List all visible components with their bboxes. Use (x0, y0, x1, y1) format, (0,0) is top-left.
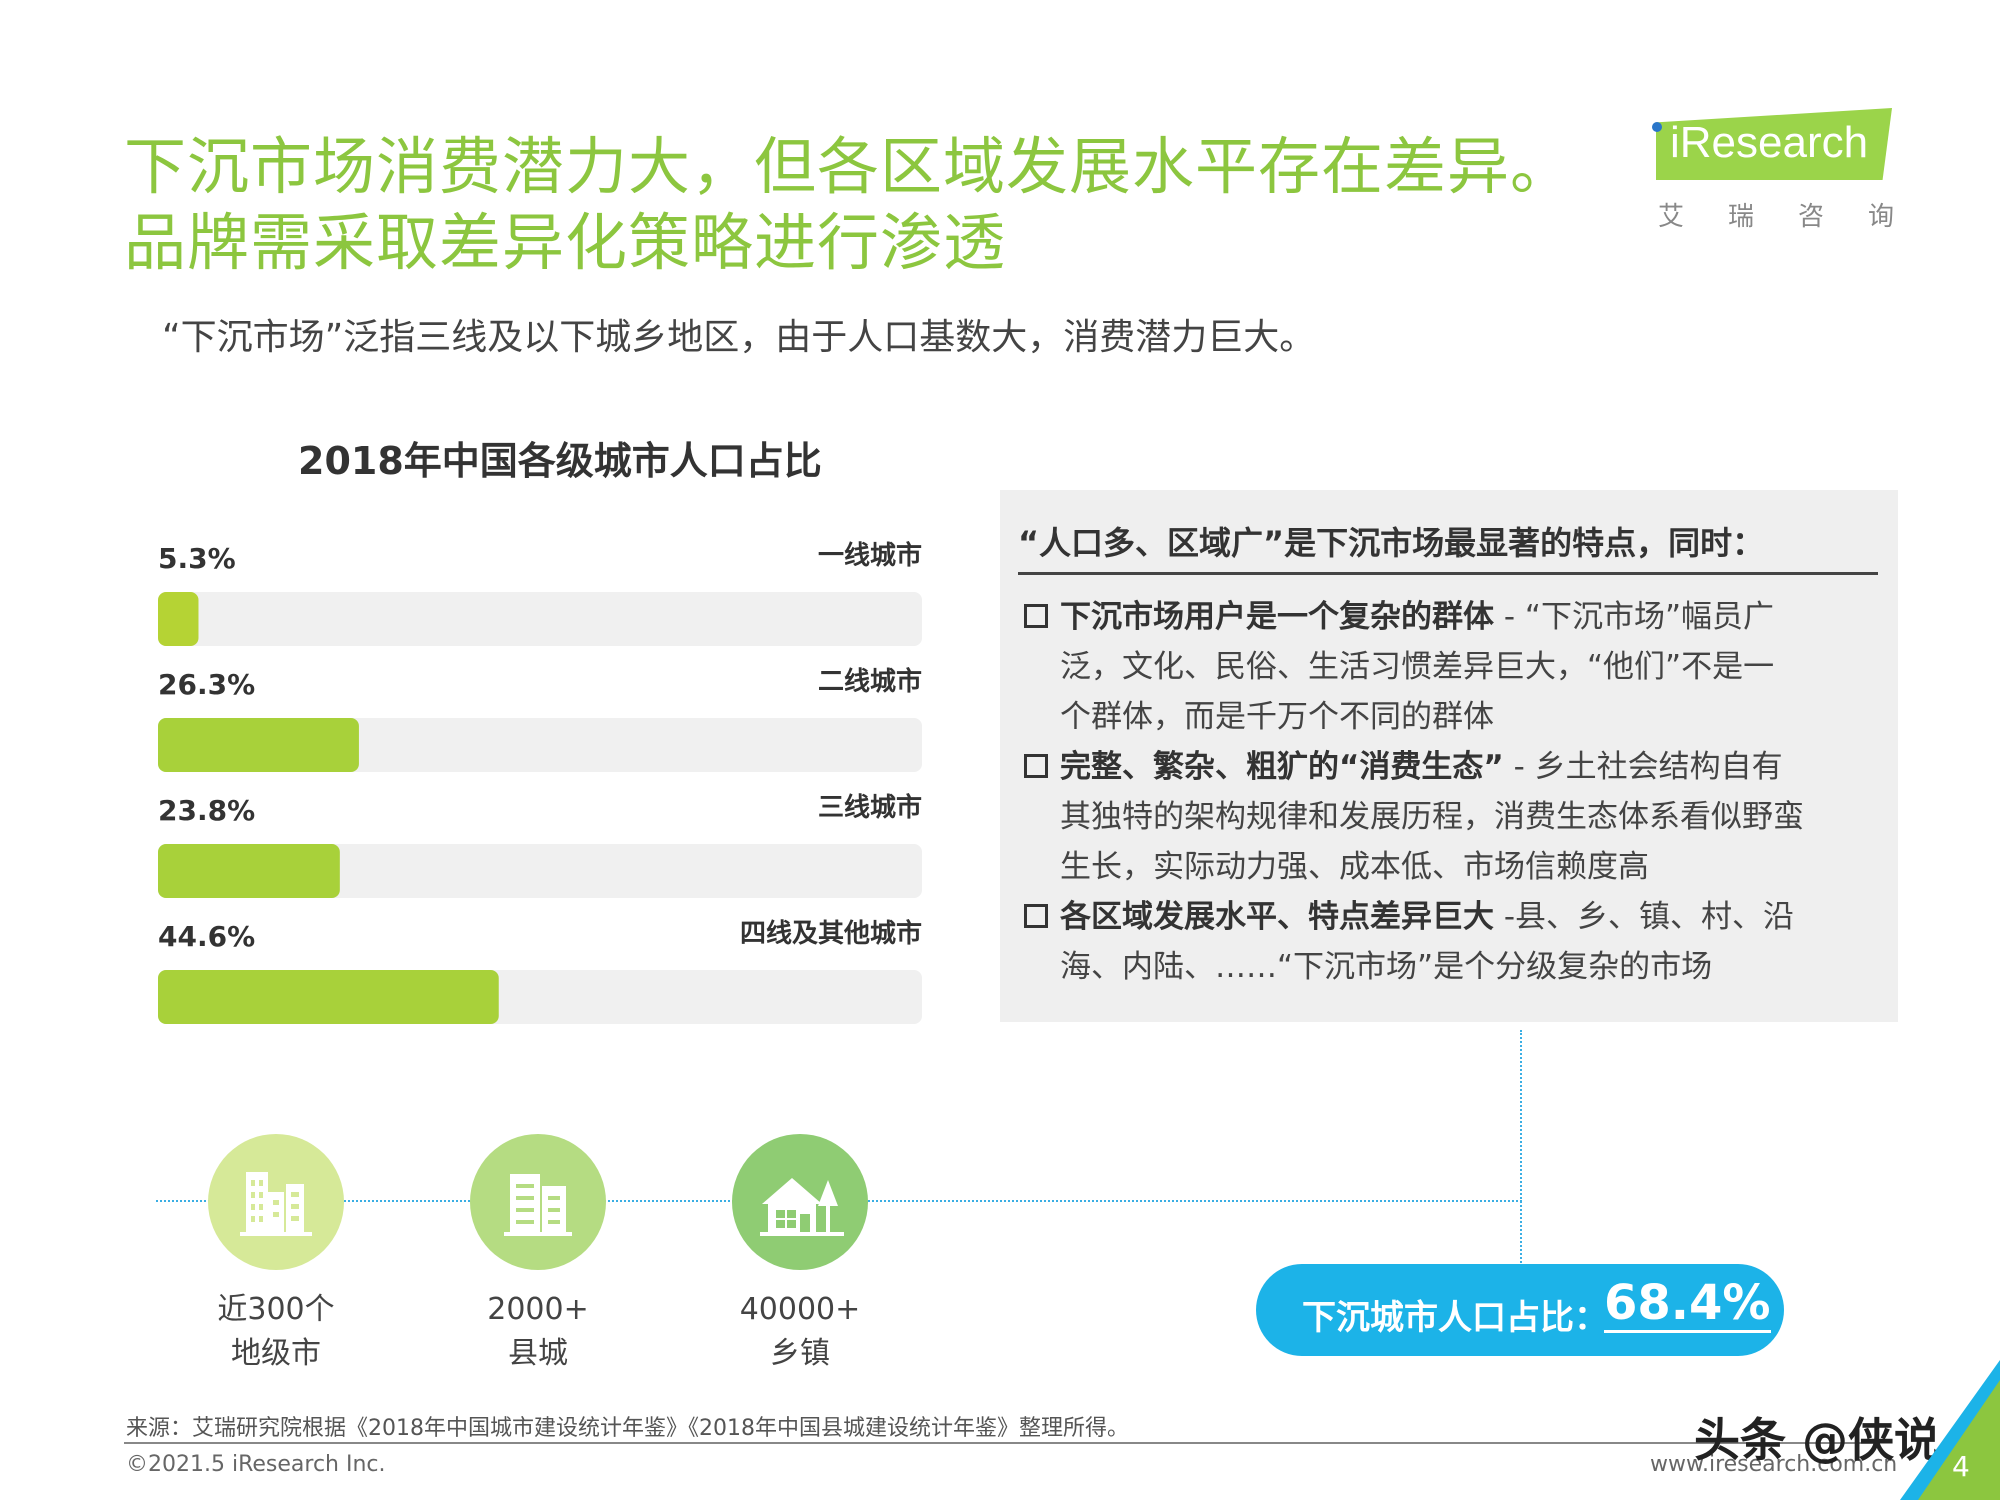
stat-caption-3: 40000+ 乡镇 (700, 1288, 900, 1376)
stat-2-label: 县城 (508, 1336, 568, 1371)
population-bar-chart: 5.3% 一线城市 26.3% 二线城市 23.8% 三线城市 44.6% 四线及其他城市 (158, 540, 922, 1024)
feature-item-3-bold: 各区域发展水平、特点差异巨大 (1060, 899, 1494, 935)
panel-divider (1018, 572, 1878, 575)
bar (158, 592, 199, 646)
feature-item-1-bold: 下沉市场用户是一个复杂的群体 (1060, 599, 1494, 635)
bar-category-label: 四线及其他城市 (740, 918, 922, 949)
bar (158, 718, 359, 772)
highlight-label: 下沉城市人口占比： (1302, 1298, 1608, 1338)
logo-chinese-text: 艾瑞咨询 (1658, 202, 1939, 232)
iresearch-logo: iResearch 艾瑞咨询 (1652, 108, 1900, 232)
bar-category-label: 二线城市 (818, 666, 922, 697)
watermark: 头条 @侠说 (1694, 1413, 1941, 1467)
source-note: 来源：艾瑞研究院根据《2018年中国城市建设统计年鉴》《2018年中国县城建设统… (126, 1416, 1129, 1441)
feature-item-2-text3: 生长，实际动力强、成本低、市场信赖度高 (1060, 849, 1649, 885)
feature-item-1-text1: - “下沉市场”幅员广 (1494, 599, 1775, 635)
copyright: ©2021.5 iResearch Inc. (126, 1452, 386, 1477)
feature-item-1-text2: 泛，文化、民俗、生活习惯差异巨大，“他们”不是一 (1060, 649, 1775, 685)
website-link[interactable]: www.iresearch.com.cn (1650, 1452, 1898, 1477)
logo-banner (1656, 108, 1892, 180)
stat-3-value: 40000+ (739, 1292, 861, 1327)
stat-caption-2: 2000+ 县城 (438, 1288, 638, 1376)
stat-1-label: 地级市 (231, 1336, 321, 1371)
bar-value-label: 26.3% (158, 668, 255, 701)
stat-2-value: 2000+ (487, 1292, 589, 1327)
bar-track (158, 592, 922, 646)
stat-3-label: 乡镇 (770, 1336, 830, 1371)
feature-item-2: 完整、繁杂、粗犷的“消费生态” - 乡土社会结构自有 其独特的架构规律和发展历程… (1024, 742, 1874, 892)
corner-decoration (1900, 1360, 2000, 1500)
stat-1-value: 近300个 (217, 1292, 335, 1327)
bar-track (158, 844, 922, 898)
feature-item-3-text2: 海、内陆、……“下沉市场”是个分级复杂的市场 (1060, 949, 1713, 985)
feature-item-3: 各区域发展水平、特点差异巨大 -县、乡、镇、村、沿 海、内陆、……“下沉市场”是… (1024, 892, 1874, 992)
panel-heading: “人口多、区域广”是下沉市场最显著的特点，同时： (1018, 524, 1765, 562)
square-bullet-icon (1024, 753, 1048, 778)
square-bullet-icon (1024, 603, 1048, 628)
bar (158, 844, 340, 898)
stat-caption-1: 近300个 地级市 (176, 1288, 376, 1376)
feature-item-1: 下沉市场用户是一个复杂的群体 - “下沉市场”幅员广 泛，文化、民俗、生活习惯差… (1024, 592, 1874, 742)
chart-title: 2018年中国各级城市人口占比 (298, 439, 822, 483)
bar-value-label: 44.6% (158, 920, 255, 953)
highlight-value: 68.4% (1604, 1275, 1771, 1333)
feature-item-1-text3: 个群体，而是千万个不同的群体 (1060, 699, 1494, 735)
office-building-icon (470, 1134, 606, 1270)
logo-dot-icon (1652, 122, 1662, 132)
feature-item-3-text1: -县、乡、镇、村、沿 (1494, 899, 1795, 935)
page-title-line2: 品牌需采取差异化策略进行渗透 (124, 206, 1007, 279)
logo-text: iResearch (1670, 118, 1869, 167)
footer-divider (124, 1442, 1878, 1444)
bar-category-label: 一线城市 (818, 540, 922, 571)
bar-category-label: 三线城市 (818, 792, 922, 823)
page-subtitle: “下沉市场”泛指三线及以下城乡地区，由于人口基数大，消费潜力巨大。 (162, 317, 1316, 358)
bar-value-label: 5.3% (158, 542, 236, 575)
house-tree-icon (732, 1134, 868, 1270)
feature-item-2-text2: 其独特的架构规律和发展历程，消费生态体系看似野蛮 (1060, 799, 1804, 835)
bar (158, 970, 499, 1024)
city-buildings-icon (208, 1134, 344, 1270)
page-title-line1: 下沉市场消费潜力大，但各区域发展水平存在差异。 (124, 130, 1574, 203)
square-bullet-icon (1024, 903, 1048, 928)
features-panel: “人口多、区域广”是下沉市场最显著的特点，同时： 下沉市场用户是一个复杂的群体 … (1000, 490, 1898, 1022)
highlight-pill: 下沉城市人口占比： 68.4% (1256, 1264, 1784, 1356)
feature-item-2-text1: - 乡土社会结构自有 (1503, 749, 1783, 785)
feature-item-2-bold: 完整、繁杂、粗犷的“消费生态” (1060, 749, 1504, 785)
page-number: 4 (1952, 1450, 1970, 1483)
dotted-connector-vertical (1520, 1030, 1522, 1266)
bar-value-label: 23.8% (158, 794, 255, 827)
